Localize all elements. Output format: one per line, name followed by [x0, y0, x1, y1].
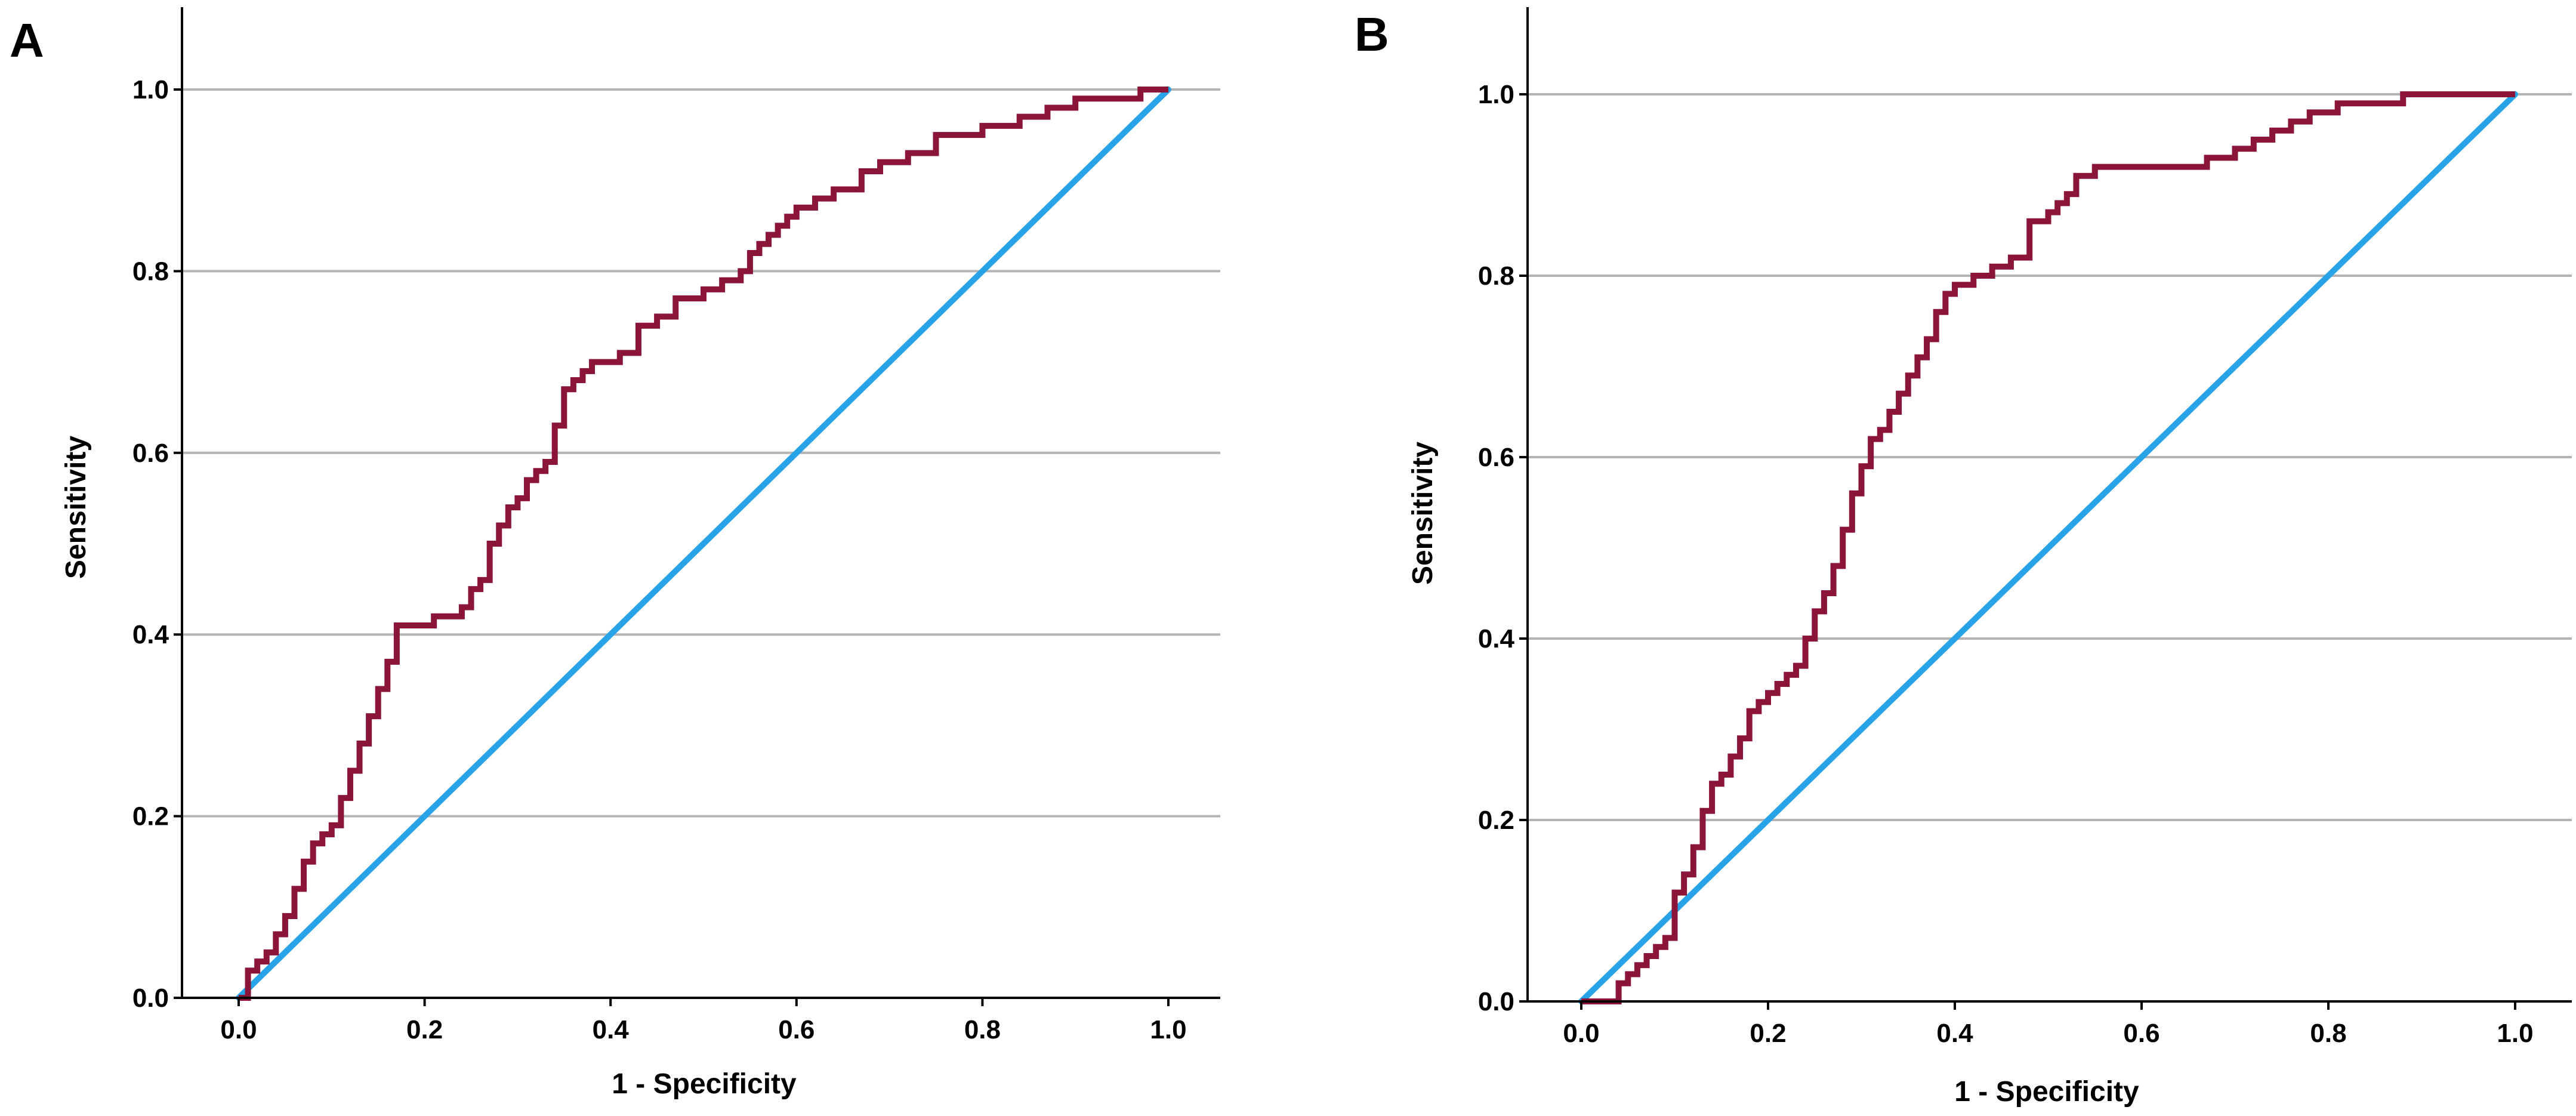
- panel-a-reference-line: [236, 87, 1171, 1001]
- panel-a-x-axis-title: 1 - Specificity: [612, 1068, 797, 1100]
- panel-b-y-tick-label-5: 1.0: [1478, 80, 1514, 109]
- panel-a-gridlines: [182, 88, 1220, 818]
- panel-a-x-tick-label-5: 1.0: [1150, 1015, 1186, 1044]
- panel-b-x-tick-label-1: 0.2: [1750, 1019, 1786, 1048]
- panel-b-y-tick-label-1: 0.2: [1478, 806, 1514, 835]
- panel-b-axes: [1526, 7, 2572, 1003]
- panel-a-x-tick-label-4: 0.8: [964, 1015, 1001, 1044]
- panel-a-x-tick-label-3: 0.6: [778, 1015, 815, 1044]
- panel-b-x-tick-label-5: 1.0: [2497, 1019, 2533, 1048]
- panel-b-x-tick-label-4: 0.8: [2310, 1019, 2346, 1048]
- panel-a-y-ticks: 0.0 0.2 0.4 0.6 0.8 1.0: [132, 75, 182, 1013]
- panel-a-y-tick-label-0: 0.0: [132, 984, 169, 1013]
- panel-b-y-tick-label-2: 0.4: [1478, 624, 1515, 653]
- panel-a-y-tick-label-3: 0.6: [132, 439, 169, 468]
- panel-a-x-ticks: 0.0 0.2 0.4 0.6 0.8 1.0: [220, 998, 1187, 1044]
- panel-b-x-tick-label-2: 0.4: [1936, 1019, 1973, 1048]
- panel-b-y-ticks: 0.0 0.2 0.4 0.6 0.8 1.0: [1478, 80, 1528, 1016]
- panel-b-x-tick-label-0: 0.0: [1563, 1019, 1599, 1048]
- panel-b-roc-curve: [1581, 91, 2515, 1004]
- panel-a-roc-curve: [239, 87, 1168, 1001]
- panel-b-y-axis-title: Sensitivity: [1407, 442, 1439, 585]
- panel-b-x-axis-title: 1 - Specificity: [1954, 1076, 2139, 1108]
- panel-a-y-axis-title: Sensitivity: [60, 436, 92, 579]
- panel-a-axes: [181, 7, 1220, 999]
- panel-a-y-tick-label-5: 1.0: [132, 75, 169, 104]
- panel-a-y-tick-label-4: 0.8: [132, 257, 169, 286]
- panel-b-y-tick-label-0: 0.0: [1478, 987, 1514, 1016]
- panel-b-letter: B: [1355, 8, 1389, 61]
- panel-a-y-tick-label-2: 0.4: [132, 620, 169, 649]
- panel-a-x-tick-label-0: 0.0: [220, 1015, 257, 1044]
- panel-a-x-tick-label-1: 0.2: [406, 1015, 443, 1044]
- panel-a-y-tick-label-1: 0.2: [132, 802, 169, 831]
- panel-b-reference-line: [1578, 91, 2518, 1004]
- panel-b-y-tick-label-3: 0.6: [1478, 443, 1514, 472]
- panel-b: B 0.00.20.40.60.81.0 0.0 0.2 0.4 0.6 0.8 1.0 …: [1355, 7, 2572, 1108]
- panel-a-x-tick-label-2: 0.4: [593, 1015, 630, 1044]
- panel-b-x-tick-label-3: 0.6: [2123, 1019, 2159, 1048]
- panel-b-gridlines: [1528, 93, 2572, 821]
- panel-b-x-ticks: 0.0 0.2 0.4 0.6 0.8 1.0: [1563, 1001, 2534, 1048]
- panel-a-letter: A: [10, 14, 44, 67]
- panel-b-y-tick-label-4: 0.8: [1478, 261, 1514, 291]
- panel-a: A 0.00.20.40.60.81.0 0.0 0.2 0.4 0.6 0.8 1.0 …: [10, 7, 1220, 1100]
